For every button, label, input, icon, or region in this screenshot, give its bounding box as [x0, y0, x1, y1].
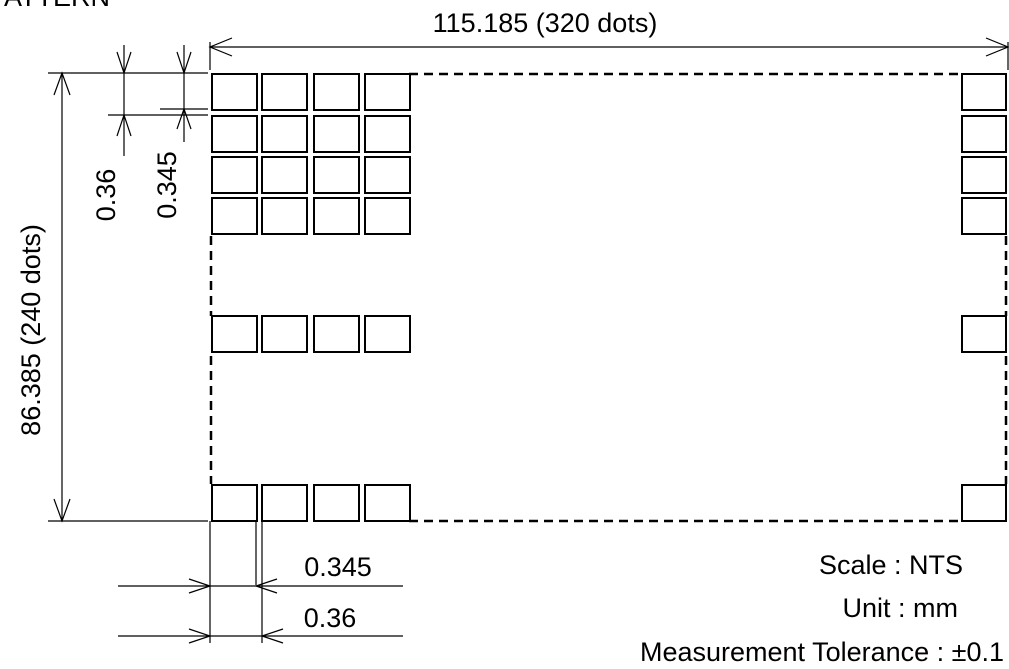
- dot-pitch-horizontal-label: 0.36: [304, 603, 357, 633]
- dot-pitch-vertical-dimension: 0.36: [91, 45, 208, 221]
- dot-cell-left-r4-c2: [313, 315, 360, 353]
- dot-cell-left-r4-c3: [364, 315, 411, 353]
- width-label: 115.185 (320 dots): [433, 8, 658, 38]
- dot-cell-left-r4-c0: [211, 315, 258, 353]
- tolerance-note: Measurement Tolerance : ±0.1: [640, 637, 1004, 667]
- unit-note: Unit : mm: [842, 593, 958, 623]
- dot-cell-left-r2-c2: [313, 156, 360, 194]
- dot-cell-right-r4: [961, 315, 1007, 353]
- dot-cell-left-r5-c3: [364, 484, 411, 522]
- dot-grid: [211, 73, 1007, 522]
- dot-cell-right-r3: [961, 197, 1007, 235]
- dot-cell-right-r0: [961, 73, 1007, 111]
- dot-pitch-vertical-label: 0.36: [91, 169, 121, 222]
- dot-size-horizontal-dimension: 0.345: [118, 521, 403, 643]
- height-label: 86.385 (240 dots): [16, 224, 46, 436]
- dot-cell-left-r0-c2: [313, 73, 360, 111]
- dot-cell-left-r4-c1: [261, 315, 308, 353]
- dot-pitch-horizontal-dimension: 0.36: [118, 521, 403, 644]
- scale-note: Scale : NTS: [819, 550, 963, 580]
- dot-size-horizontal-label: 0.345: [304, 552, 372, 582]
- dot-cell-left-r5-c1: [261, 484, 308, 522]
- dot-cell-left-r3-c0: [211, 197, 258, 235]
- dot-cell-right-r5: [961, 484, 1007, 522]
- dot-cell-right-r2: [961, 156, 1007, 194]
- dot-cell-left-r2-c3: [364, 156, 411, 194]
- dot-cell-left-r0-c0: [211, 73, 258, 111]
- dot-cell-left-r1-c2: [313, 115, 360, 153]
- dot-cell-left-r3-c2: [313, 197, 360, 235]
- dot-cell-left-r0-c3: [364, 73, 411, 111]
- dot-cell-left-r3-c3: [364, 197, 411, 235]
- dot-cell-left-r5-c0: [211, 484, 258, 522]
- dot-cell-left-r5-c2: [313, 484, 360, 522]
- width-dimension: 115.185 (320 dots): [208, 8, 1009, 70]
- dot-cell-left-r0-c1: [261, 73, 308, 111]
- dot-cell-left-r3-c1: [261, 197, 308, 235]
- dot-cell-right-r1: [961, 115, 1007, 153]
- dot-cell-left-r1-c1: [261, 115, 308, 153]
- dot-cell-left-r2-c0: [211, 156, 258, 194]
- active-area-outline: [209, 72, 1008, 523]
- height-dimension: 86.385 (240 dots): [16, 71, 208, 523]
- dot-size-vertical-dimension: 0.345: [152, 45, 208, 219]
- header-title: PATTERN: [0, 0, 110, 12]
- dot-cell-left-r2-c1: [261, 156, 308, 194]
- dot-size-vertical-label: 0.345: [152, 151, 182, 219]
- dot-cell-left-r1-c0: [211, 115, 258, 153]
- dot-cell-left-r1-c3: [364, 115, 411, 153]
